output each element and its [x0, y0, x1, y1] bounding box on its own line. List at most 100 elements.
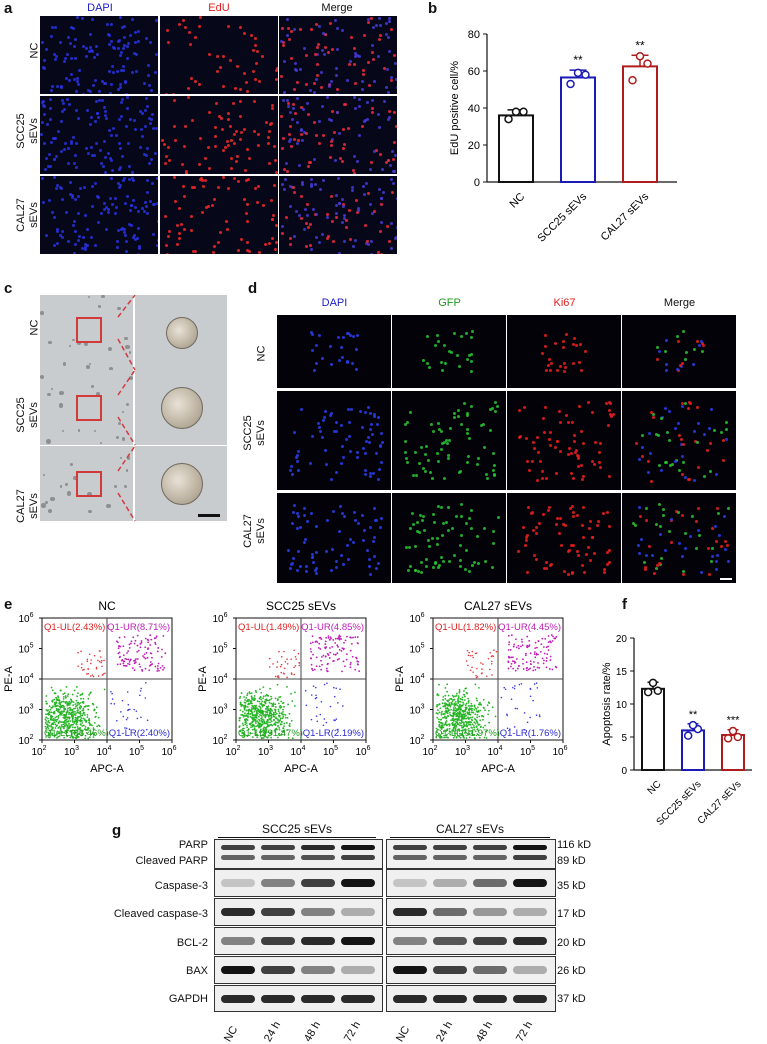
- flow-dot: [63, 692, 66, 695]
- flow-dot: [438, 723, 441, 726]
- flow-dot: [475, 710, 478, 713]
- flow-dot: [536, 666, 539, 669]
- flow-dot: [283, 667, 286, 670]
- flow-dot: [457, 715, 460, 718]
- flow-dot: [456, 711, 459, 714]
- flow-dot: [92, 703, 95, 706]
- flow-dot: [514, 707, 517, 710]
- flow-dot: [553, 637, 556, 640]
- flow-dot: [310, 718, 313, 721]
- flow-dot: [284, 714, 287, 716]
- flow-dot: [455, 715, 458, 718]
- flow-dot: [443, 713, 446, 715]
- y-tick-label: 80: [468, 29, 480, 41]
- flow-dot: [239, 709, 242, 712]
- flow-dot: [76, 726, 79, 728]
- flow-dot: [64, 696, 67, 699]
- flow-dot: [278, 726, 281, 729]
- flow-dot: [457, 706, 460, 709]
- wb-kd-cleaved-parp: 89 kD: [557, 855, 586, 867]
- flow-dot: [487, 657, 490, 660]
- flow-dot: [543, 652, 546, 655]
- flow-dot: [290, 658, 292, 660]
- flow-dot: [66, 709, 69, 712]
- quadrant-lr-label: Q1-LR(1.76%): [500, 728, 561, 739]
- flow-dot: [545, 657, 548, 659]
- flow-dot: [156, 665, 159, 667]
- flow-dot: [265, 708, 267, 710]
- flow-dot: [436, 709, 439, 711]
- x-tick-label: 104: [290, 745, 305, 758]
- sig-2: ***: [727, 715, 741, 727]
- flow-dot: [467, 700, 470, 703]
- flow-dot: [97, 675, 100, 677]
- flow-dot: [126, 717, 129, 719]
- flow-dot: [480, 715, 483, 717]
- wb-kd-gapdh: 37 kD: [557, 993, 586, 1005]
- flow-dot: [471, 704, 473, 707]
- flow-dot: [314, 697, 317, 700]
- flow-dot: [267, 734, 270, 737]
- a-col-dapi: DAPI: [87, 2, 113, 14]
- quadrant-ll-label: Q1-LL(86.46%): [44, 728, 109, 739]
- panel-label-f: f: [622, 596, 627, 613]
- flow-dot: [140, 640, 143, 642]
- y-tick-label: 0: [621, 766, 627, 777]
- flow-dot: [465, 687, 467, 690]
- flow-dot: [544, 637, 547, 640]
- flow-dot: [134, 659, 137, 662]
- flow-dot: [161, 648, 163, 651]
- flow-dot: [87, 672, 89, 675]
- flow-dot: [81, 725, 84, 727]
- flow-dot: [125, 665, 128, 667]
- flow-dot: [50, 686, 53, 689]
- flow-dot: [75, 699, 78, 702]
- flow-dot: [532, 661, 535, 663]
- flow-dot: [474, 713, 477, 716]
- flow-dot: [515, 638, 517, 641]
- flow-dot: [126, 691, 129, 693]
- flow-dot: [87, 697, 90, 700]
- flow-dot: [338, 634, 341, 637]
- flow-dot: [88, 718, 91, 720]
- flow-dot: [482, 718, 484, 721]
- flow-dot: [244, 699, 246, 701]
- flow-dot: [537, 662, 539, 664]
- flow-dot: [82, 697, 85, 700]
- flow-dot: [79, 720, 82, 723]
- flow-dot: [510, 634, 513, 637]
- point-1-2: [688, 720, 698, 730]
- flow-dot: [262, 703, 265, 706]
- flow-dot: [452, 723, 455, 726]
- flow-dot: [465, 702, 468, 705]
- flow-dot: [119, 655, 121, 658]
- flow-dot: [520, 638, 523, 641]
- flow-dot: [311, 641, 314, 644]
- flow-dot: [463, 693, 466, 696]
- flow-dot: [439, 707, 442, 710]
- flow-dot: [65, 723, 68, 726]
- flow-dot: [268, 712, 271, 715]
- flow-dot: [286, 685, 288, 688]
- x-tick-label: 103: [64, 745, 79, 758]
- flow-dot: [123, 636, 126, 638]
- flow-dot: [441, 716, 444, 719]
- flow-dot: [63, 731, 66, 734]
- flow-dot: [274, 723, 277, 726]
- flow-dot: [279, 704, 282, 707]
- flow-dot: [248, 698, 250, 701]
- flow-dot: [71, 735, 74, 738]
- flow-dot: [154, 641, 157, 644]
- flow-dot: [535, 714, 538, 716]
- flow-dot: [472, 671, 474, 673]
- flow-dot: [444, 702, 446, 704]
- flow-dot: [57, 708, 60, 711]
- flow-dot: [269, 657, 271, 660]
- flow-dot: [244, 723, 247, 726]
- flow-dot: [339, 688, 341, 690]
- flow-dot: [507, 649, 510, 651]
- flow-dot: [55, 715, 58, 718]
- flow-dot: [309, 642, 312, 645]
- flow-dot: [80, 650, 82, 653]
- flow-dot: [238, 697, 241, 700]
